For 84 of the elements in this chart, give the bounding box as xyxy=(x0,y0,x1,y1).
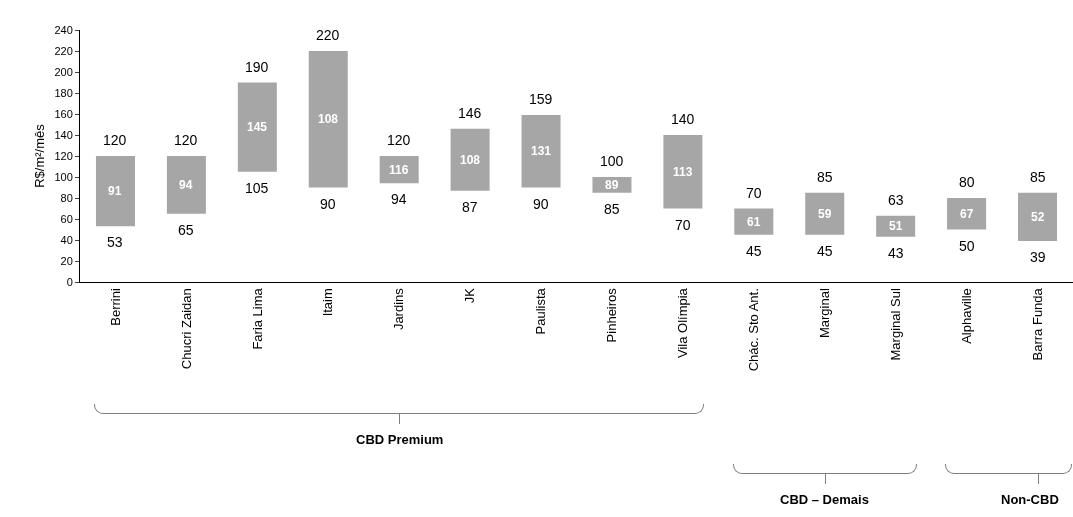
annotation: 45 xyxy=(746,243,762,259)
annotation: 220 xyxy=(316,27,340,43)
x-tick-label: Itaim xyxy=(320,288,336,317)
annotation: 146 xyxy=(458,105,482,121)
annotation: 59 xyxy=(818,207,832,221)
annotation: 91 xyxy=(108,184,122,198)
bar xyxy=(663,135,703,209)
x-tick-label: Vila Olímpia xyxy=(675,287,691,359)
y-tick-label: 160 xyxy=(54,107,73,120)
annotation: 63 xyxy=(888,192,904,208)
x-tick-label: Barra Funda xyxy=(1029,287,1045,361)
x-tick-label: Alphaville xyxy=(958,288,974,344)
annotation: 85 xyxy=(1030,169,1046,185)
annotation: 67 xyxy=(960,207,974,221)
bar xyxy=(450,128,490,191)
annotation: 45 xyxy=(817,243,833,259)
x-tick-label: Paulista xyxy=(533,287,549,335)
annotation: 113 xyxy=(673,165,693,179)
annotation: 43 xyxy=(888,245,904,261)
y-tick-label: 240 xyxy=(54,23,73,36)
annotation: 120 xyxy=(103,132,127,148)
text: Non-CBD xyxy=(1001,492,1059,507)
annotation: 85 xyxy=(604,201,620,217)
x-tick-label: Chucri Zaidan xyxy=(178,288,194,370)
annotation: 190 xyxy=(245,59,269,75)
bar xyxy=(166,156,206,214)
annotation: 50 xyxy=(959,238,975,254)
annotation: 94 xyxy=(391,191,407,207)
bar xyxy=(308,51,348,188)
annotation: 80 xyxy=(959,174,975,190)
bar xyxy=(1018,192,1058,242)
annotation: 140 xyxy=(671,111,695,127)
annotation: 90 xyxy=(533,196,549,212)
y-tick-label: 200 xyxy=(54,65,73,78)
x-tick-label: JK xyxy=(462,287,478,304)
bar xyxy=(805,192,845,235)
bar xyxy=(521,115,561,188)
annotation: 90 xyxy=(320,196,336,212)
annotation: 120 xyxy=(387,132,411,148)
annotation: 105 xyxy=(245,180,269,196)
annotation: 70 xyxy=(675,217,691,233)
annotation: 51 xyxy=(889,219,903,233)
annotation: 159 xyxy=(529,91,553,107)
annotation: 70 xyxy=(746,185,762,201)
annotation: 87 xyxy=(462,199,478,215)
annotation: 94 xyxy=(179,178,193,192)
annotation: 53 xyxy=(107,234,123,250)
annotation: 65 xyxy=(178,222,194,238)
bar xyxy=(237,82,277,172)
y-tick-label: 180 xyxy=(54,86,73,99)
annotation: 100 xyxy=(600,153,624,169)
annotation: 116 xyxy=(389,163,409,177)
annotation: 120 xyxy=(174,132,198,148)
bar xyxy=(734,208,774,235)
y-tick-label: 0 xyxy=(66,275,73,288)
x-tick-label: Marginal Sul xyxy=(887,288,903,361)
annotation: 145 xyxy=(247,120,268,134)
y-tick-label: 220 xyxy=(54,44,73,57)
annotation: 85 xyxy=(817,169,833,185)
x-tick-label: Chác. Sto Ant. xyxy=(746,288,762,372)
y-tick-label: 100 xyxy=(54,170,73,183)
annotation: 108 xyxy=(318,112,339,126)
y-tick-label: 120 xyxy=(54,149,73,162)
annotation: 108 xyxy=(460,153,481,167)
x-tick-label: Faria Lima xyxy=(249,287,265,350)
x-tick-label: Jardins xyxy=(391,287,407,331)
y-tick-label: 20 xyxy=(60,254,73,267)
annotation: 89 xyxy=(605,178,619,192)
bar xyxy=(947,198,987,230)
text: CBD – Demais xyxy=(780,492,869,507)
y-tick-label: 140 xyxy=(54,128,73,141)
y-axis-title: R$/m²/mês xyxy=(32,123,47,188)
annotation: 39 xyxy=(1030,249,1046,265)
y-tick-label: 80 xyxy=(60,191,73,204)
annotation: 52 xyxy=(1031,210,1045,224)
x-tick-label: Marginal xyxy=(816,288,832,339)
bar xyxy=(95,156,135,227)
text: CBD Premium xyxy=(356,432,444,447)
y-tick-label: 60 xyxy=(60,212,73,225)
y-tick-label: 40 xyxy=(60,233,73,246)
annotation: 61 xyxy=(747,215,761,229)
annotation: 131 xyxy=(531,144,552,158)
x-tick-label: Berrini xyxy=(107,288,123,326)
x-tick-label: Pinheiros xyxy=(604,287,620,343)
